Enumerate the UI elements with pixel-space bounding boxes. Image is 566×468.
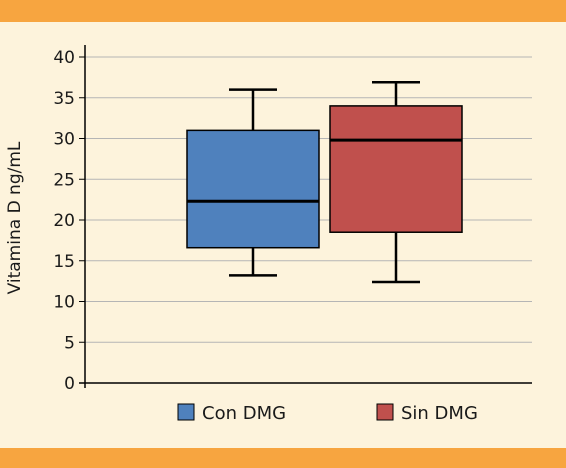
y-tick-label: 5 bbox=[64, 333, 75, 353]
y-axis-title: Vitamina D ng/mL bbox=[5, 141, 25, 294]
axes bbox=[79, 45, 532, 388]
bottom-band bbox=[0, 448, 566, 468]
legend-item: Sin DMG bbox=[376, 403, 478, 424]
box-series bbox=[186, 81, 463, 284]
legend-label: Sin DMG bbox=[401, 403, 478, 424]
iqr-box bbox=[329, 105, 463, 233]
legend: Con DMG Sin DMG bbox=[177, 403, 478, 424]
iqr-box bbox=[186, 129, 320, 249]
y-axis-ticks: 0 5 10 15 20 25 30 35 40 bbox=[53, 48, 85, 394]
y-tick-label: 0 bbox=[64, 374, 75, 394]
legend-label: Con DMG bbox=[202, 403, 286, 424]
y-tick-label: 35 bbox=[53, 89, 75, 109]
y-tick-label: 30 bbox=[53, 130, 75, 150]
legend-item: Con DMG bbox=[177, 403, 286, 424]
top-band bbox=[0, 0, 566, 22]
box-con-dmg bbox=[186, 88, 320, 277]
y-tick-label: 20 bbox=[53, 211, 75, 231]
y-tick-label: 40 bbox=[53, 48, 75, 68]
legend-swatch bbox=[376, 403, 394, 421]
y-tick-label: 15 bbox=[53, 252, 75, 272]
box-sin-dmg bbox=[329, 81, 463, 284]
y-tick-label: 10 bbox=[53, 293, 75, 313]
y-tick-label: 25 bbox=[53, 170, 75, 190]
legend-swatch bbox=[177, 403, 195, 421]
